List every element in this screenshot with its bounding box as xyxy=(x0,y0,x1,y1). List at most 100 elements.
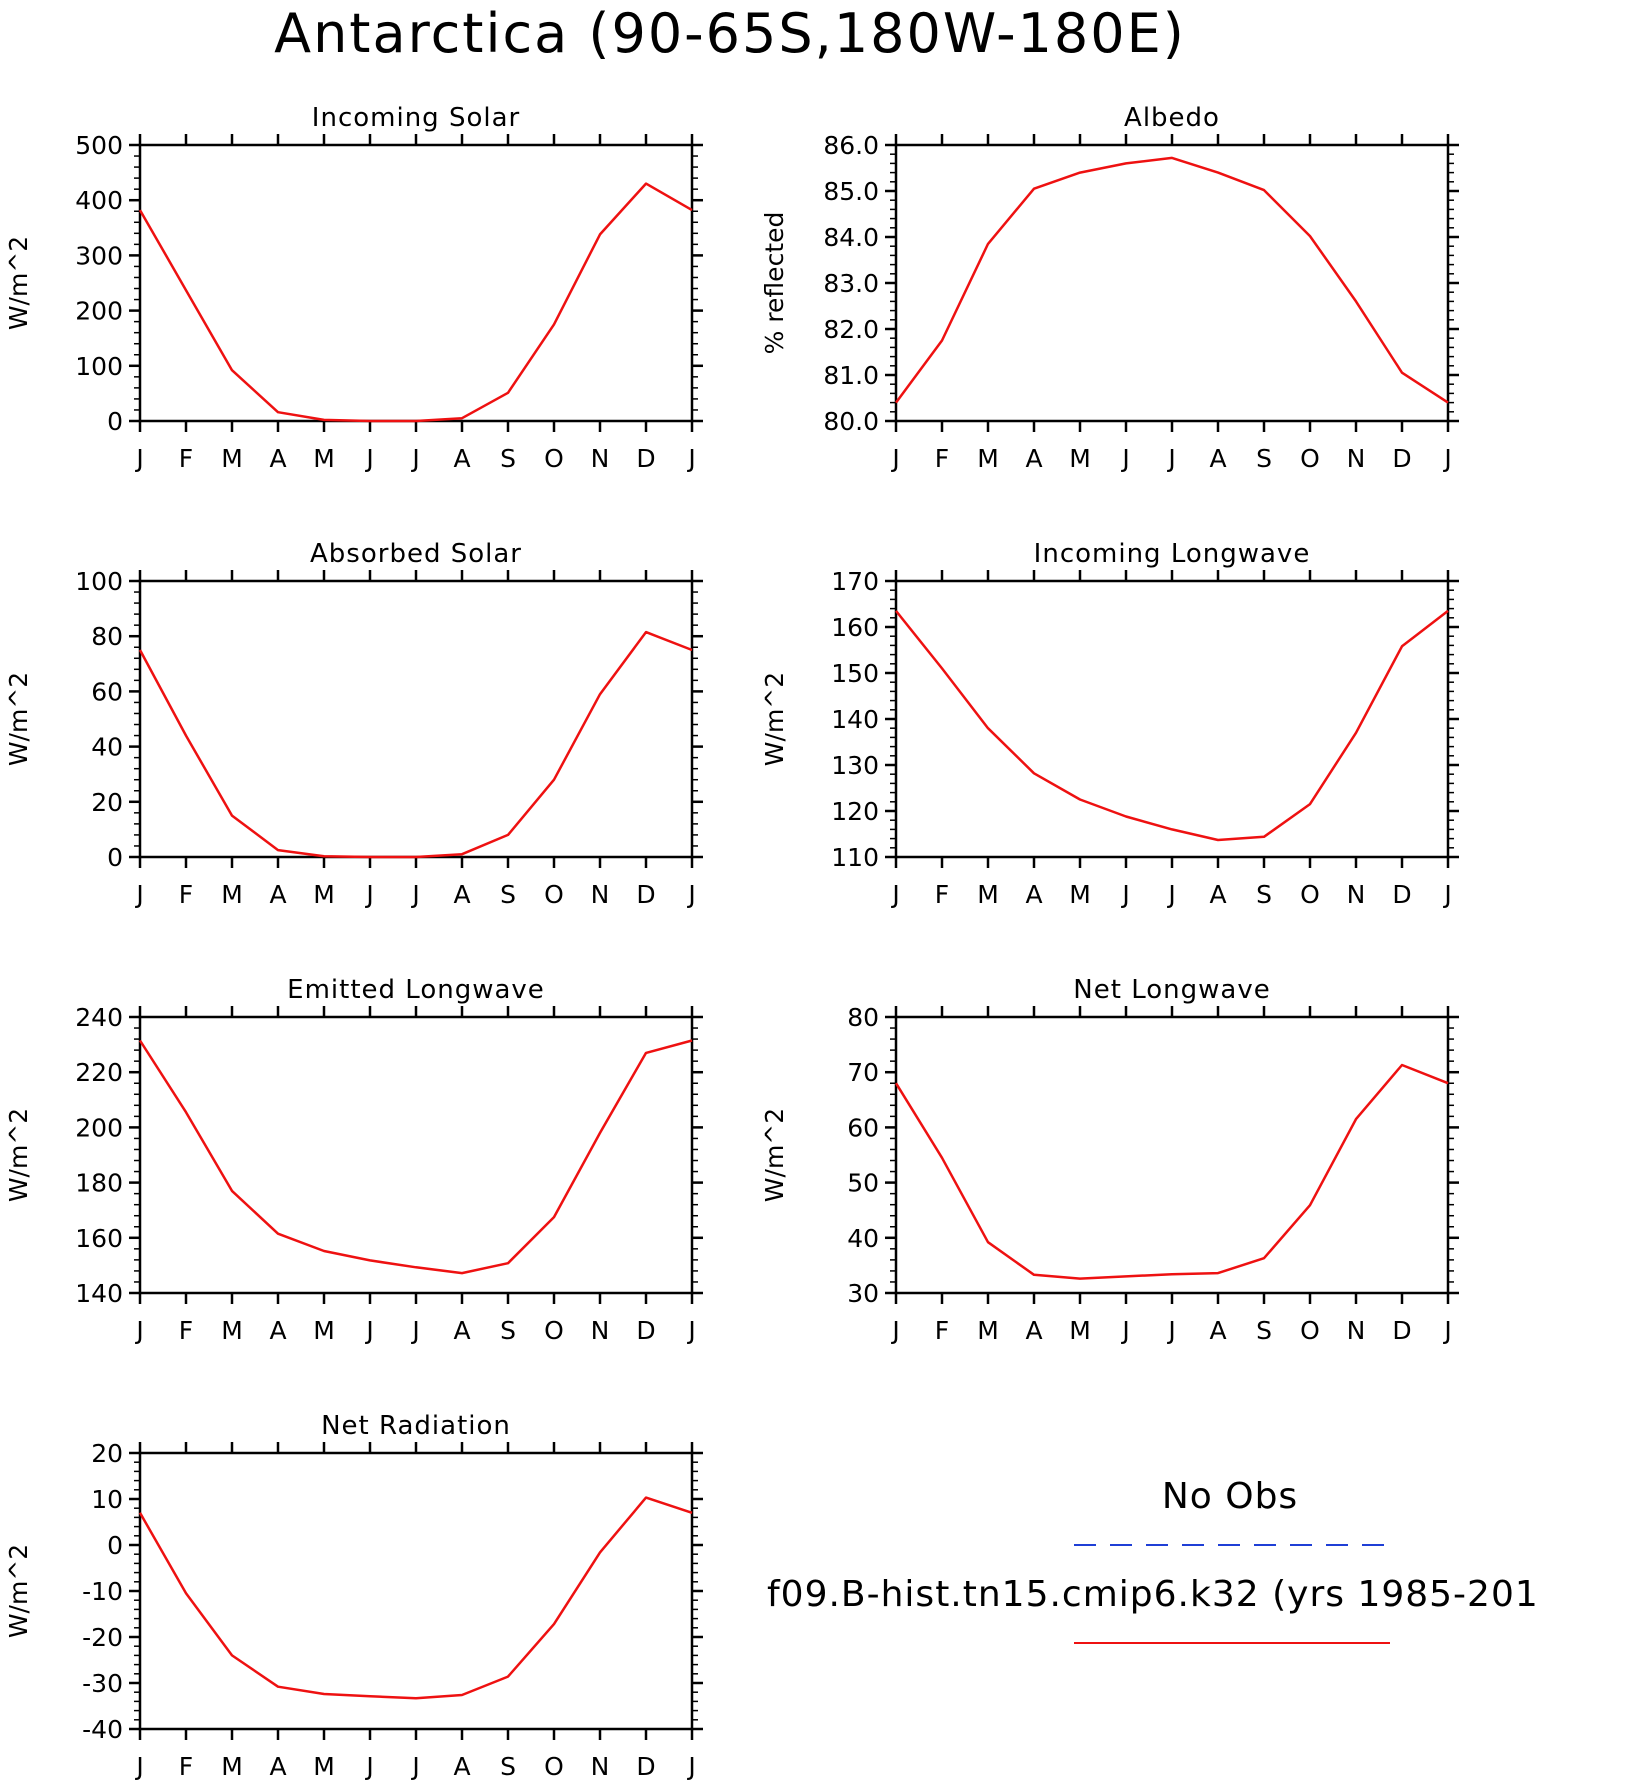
series-line xyxy=(894,156,1449,404)
x-tick-label: S xyxy=(1256,1316,1272,1345)
plot-frame xyxy=(138,579,694,859)
x-tick-label: A xyxy=(269,1752,286,1781)
panel-title: Incoming Solar xyxy=(312,103,520,133)
x-tick-label: A xyxy=(453,1752,470,1781)
legend-obs-label: No Obs xyxy=(1162,1476,1298,1517)
series-line xyxy=(138,1039,693,1275)
y-tick-label: 170 xyxy=(831,567,879,596)
x-tick-label: N xyxy=(591,1752,610,1781)
y-tick-label: 0 xyxy=(107,843,123,872)
panel-title: Albedo xyxy=(1124,103,1220,133)
x-tick-label: F xyxy=(935,1316,949,1345)
y-tick-label: 100 xyxy=(75,352,123,381)
y-tick-label: 40 xyxy=(91,733,123,762)
x-tick-label: S xyxy=(1256,880,1272,909)
x-tick-label: O xyxy=(544,1752,564,1781)
x-tick-label: D xyxy=(1392,444,1411,473)
x-tick-label: S xyxy=(500,444,516,473)
x-tick-label: M xyxy=(977,880,999,909)
x-tick-label: N xyxy=(1347,880,1366,909)
y-tick-label: -20 xyxy=(82,1623,123,1652)
x-tick-label: A xyxy=(269,1316,286,1345)
series-line xyxy=(138,630,693,859)
x-tick-label: M xyxy=(221,1752,243,1781)
series-line xyxy=(894,1063,1449,1280)
x-tick-label: J xyxy=(1166,880,1175,909)
x-tick-label: D xyxy=(636,444,655,473)
x-tick-label: F xyxy=(179,880,193,909)
y-tick-label: 80 xyxy=(847,1003,879,1032)
y-tick-label: 140 xyxy=(831,705,879,734)
plot-frame xyxy=(138,143,694,423)
y-tick-label: 30 xyxy=(847,1279,879,1308)
x-tick-label: O xyxy=(1300,880,1320,909)
panel-title: Emitted Longwave xyxy=(287,975,545,1005)
y-axis-label: W/m^2 xyxy=(760,1108,789,1202)
plot-frame xyxy=(894,579,1450,859)
chart-panel: J F M A M J J A S O N D J110120130140150160170Incomi… xyxy=(760,539,1459,909)
x-tick-label: O xyxy=(544,1316,564,1345)
x-tick-label: O xyxy=(1300,444,1320,473)
x-tick-label: J xyxy=(1120,1316,1129,1345)
y-tick-label: 80.0 xyxy=(823,407,879,436)
panel-title: Net Radiation xyxy=(321,1411,511,1441)
y-tick-label: 83.0 xyxy=(823,269,879,298)
y-tick-label: 85.0 xyxy=(823,177,879,206)
y-axis-label: W/m^2 xyxy=(4,672,33,766)
x-tick-label: J xyxy=(1166,1316,1175,1345)
x-tick-label: J xyxy=(1442,444,1451,473)
y-tick-label: 80 xyxy=(91,622,123,651)
y-tick-label: 120 xyxy=(831,797,879,826)
page-title: Antarctica (90-65S,180W-180E) xyxy=(274,2,1186,65)
x-tick-label: A xyxy=(453,444,470,473)
x-tick-label: A xyxy=(269,444,286,473)
y-tick-label: 150 xyxy=(831,659,879,688)
x-tick-label: J xyxy=(364,880,373,909)
y-tick-label: 40 xyxy=(847,1224,879,1253)
y-tick-label: 160 xyxy=(831,613,879,642)
x-tick-label: J xyxy=(890,880,899,909)
series-line xyxy=(138,1496,693,1700)
x-tick-label: J xyxy=(1120,880,1129,909)
x-tick-label: N xyxy=(1347,1316,1366,1345)
x-tick-label: D xyxy=(636,880,655,909)
x-tick-label: J xyxy=(1442,880,1451,909)
y-tick-label: 0 xyxy=(107,407,123,436)
x-tick-label: J xyxy=(410,880,419,909)
x-tick-label: M xyxy=(1069,1316,1091,1345)
x-tick-label: A xyxy=(1209,444,1226,473)
y-tick-label: 86.0 xyxy=(823,131,879,160)
x-tick-label: F xyxy=(179,1316,193,1345)
y-tick-label: 300 xyxy=(75,241,123,270)
x-tick-label: J xyxy=(134,444,143,473)
y-axis-label: % reflected xyxy=(760,212,789,355)
y-axis-label: W/m^2 xyxy=(4,1544,33,1638)
x-tick-label: J xyxy=(134,1316,143,1345)
y-axis-label: W/m^2 xyxy=(4,1108,33,1202)
x-tick-label: M xyxy=(1069,880,1091,909)
x-tick-label: J xyxy=(890,444,899,473)
x-tick-label: J xyxy=(686,880,695,909)
panel-title: Absorbed Solar xyxy=(310,539,522,569)
x-tick-label: M xyxy=(313,1752,335,1781)
x-tick-label: A xyxy=(1209,880,1226,909)
x-tick-label: N xyxy=(591,444,610,473)
y-tick-label: 220 xyxy=(75,1058,123,1087)
x-tick-label: O xyxy=(544,880,564,909)
y-tick-label: -10 xyxy=(82,1577,123,1606)
x-tick-label: M xyxy=(977,444,999,473)
y-tick-label: 400 xyxy=(75,186,123,215)
x-tick-label: J xyxy=(364,1752,373,1781)
x-tick-label: J xyxy=(890,1316,899,1345)
y-tick-label: 130 xyxy=(831,751,879,780)
x-tick-label: N xyxy=(1347,444,1366,473)
x-tick-label: J xyxy=(410,1752,419,1781)
x-tick-label: M xyxy=(977,1316,999,1345)
y-tick-label: -30 xyxy=(82,1669,123,1698)
